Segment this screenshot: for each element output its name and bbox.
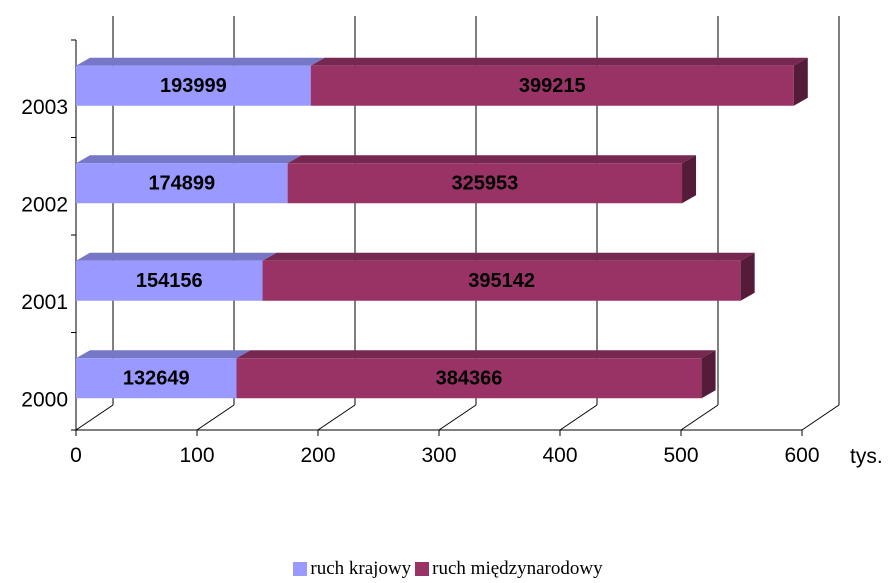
legend-item: ruch krajowy bbox=[293, 558, 411, 580]
data-label: 154156 bbox=[136, 270, 203, 292]
x-tick-label: 300 bbox=[421, 444, 456, 467]
chart: 0 100 200 300 400 500 600 2000 132649 384366 2001… bbox=[21, 16, 883, 468]
floor-gridline bbox=[196, 404, 235, 431]
data-label: 193999 bbox=[160, 75, 227, 97]
bar bbox=[76, 163, 288, 204]
x-tick-label: 100 bbox=[179, 444, 214, 467]
x-tick-label: 600 bbox=[784, 444, 819, 467]
bar-top bbox=[76, 350, 251, 359]
bar bbox=[287, 163, 683, 204]
bar-top bbox=[76, 155, 302, 164]
legend-item: ruch międzynarodowy bbox=[415, 558, 603, 580]
data-label: 384366 bbox=[436, 367, 503, 389]
bar bbox=[76, 358, 237, 399]
bar-top bbox=[236, 350, 716, 359]
data-label: 395142 bbox=[468, 270, 535, 292]
data-label: 325953 bbox=[451, 172, 518, 194]
bar-side bbox=[682, 155, 697, 204]
floor-gridline bbox=[75, 404, 114, 431]
bar bbox=[76, 65, 311, 106]
x-tick-label: 0 bbox=[70, 444, 82, 467]
bar-side bbox=[793, 57, 808, 106]
floor-gridline bbox=[801, 404, 840, 431]
bar-side bbox=[701, 350, 716, 399]
floor-gridline bbox=[559, 404, 598, 431]
axes: 0 100 200 300 400 500 600 bbox=[70, 39, 820, 467]
floor-gridline bbox=[317, 404, 356, 431]
bar bbox=[76, 260, 263, 301]
bar-top bbox=[287, 155, 697, 164]
bars bbox=[76, 57, 808, 399]
legend-label: ruch międzynarodowy bbox=[432, 558, 603, 579]
data-label: 132649 bbox=[123, 367, 190, 389]
category-label: 2000 bbox=[21, 388, 68, 411]
unit-label: tys. bbox=[850, 445, 883, 468]
labels: 2000 132649 384366 2001 154156 395142 2002 1748… bbox=[21, 75, 585, 412]
legend-swatch bbox=[293, 562, 308, 576]
bar-top bbox=[262, 252, 755, 261]
bar bbox=[262, 260, 741, 301]
bar-top bbox=[310, 57, 808, 66]
bar bbox=[236, 358, 702, 399]
bar bbox=[310, 65, 794, 106]
legend-label: ruch krajowy bbox=[310, 558, 412, 579]
floor-gridline bbox=[680, 404, 719, 431]
data-label: 174899 bbox=[148, 172, 215, 194]
data-label: 399215 bbox=[519, 75, 586, 97]
legend-swatch bbox=[415, 562, 430, 576]
floor-gridline bbox=[438, 404, 477, 431]
x-tick-label: 400 bbox=[542, 444, 577, 467]
x-tick-label: 200 bbox=[300, 444, 335, 467]
bar-side bbox=[740, 252, 755, 301]
category-label: 2001 bbox=[21, 291, 68, 314]
category-label: 2003 bbox=[21, 96, 68, 119]
bar-top bbox=[76, 57, 325, 66]
bar-top bbox=[76, 252, 277, 261]
legend: ruch krajowy ruch międzynarodowy bbox=[0, 558, 896, 582]
x-tick-label: 500 bbox=[663, 444, 698, 467]
category-label: 2002 bbox=[21, 193, 68, 216]
